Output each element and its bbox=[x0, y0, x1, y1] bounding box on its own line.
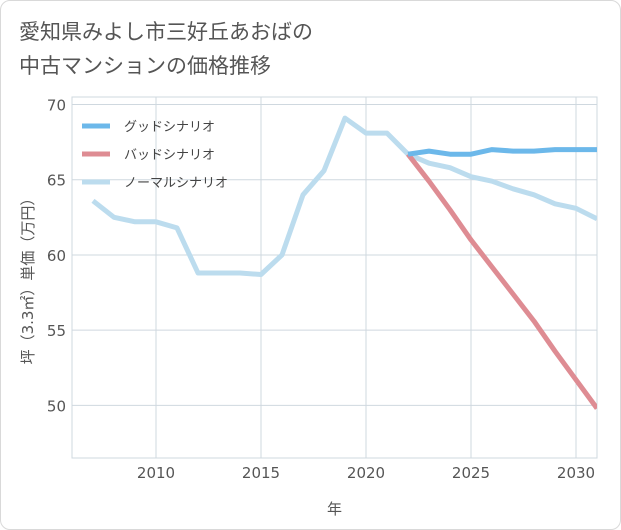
series-lines bbox=[91, 115, 597, 410]
tick-labels: 50 55 60 65 70 2010 2015 2020 2025 2030 bbox=[47, 97, 595, 482]
x-tick-label: 2020 bbox=[347, 464, 385, 482]
series-line-3 bbox=[91, 115, 597, 277]
x-tick-label: 2010 bbox=[137, 464, 175, 482]
chart-title: 愛知県みよし市三好丘あおばの 中古マンションの価格推移 bbox=[19, 15, 313, 83]
x-axis-title: 年 bbox=[327, 500, 342, 518]
legend-label: ノーマルシナリオ bbox=[124, 176, 228, 191]
plot-area-frame bbox=[71, 96, 598, 459]
legend-label: バッドシナリオ bbox=[124, 148, 215, 163]
grid-lines bbox=[72, 97, 597, 458]
y-tick-label: 70 bbox=[47, 97, 66, 115]
x-tick-label: 2030 bbox=[557, 464, 595, 482]
y-axis-title: 坪（3.3㎡）単価（万円） bbox=[19, 191, 37, 365]
y-tick-label: 65 bbox=[47, 172, 66, 190]
y-tick-label: 60 bbox=[47, 247, 66, 265]
x-tick-label: 2025 bbox=[452, 464, 490, 482]
y-tick-label: 50 bbox=[47, 397, 66, 415]
y-tick-label: 55 bbox=[47, 322, 66, 340]
series-line-2 bbox=[406, 152, 597, 410]
chart-title-line-1: 愛知県みよし市三好丘あおばの bbox=[19, 20, 313, 44]
series-line-1 bbox=[407, 147, 597, 157]
chart-title-line-2: 中古マンションの価格推移 bbox=[19, 54, 271, 78]
x-tick-label: 2015 bbox=[242, 464, 280, 482]
legend-label: グッドシナリオ bbox=[124, 120, 215, 135]
